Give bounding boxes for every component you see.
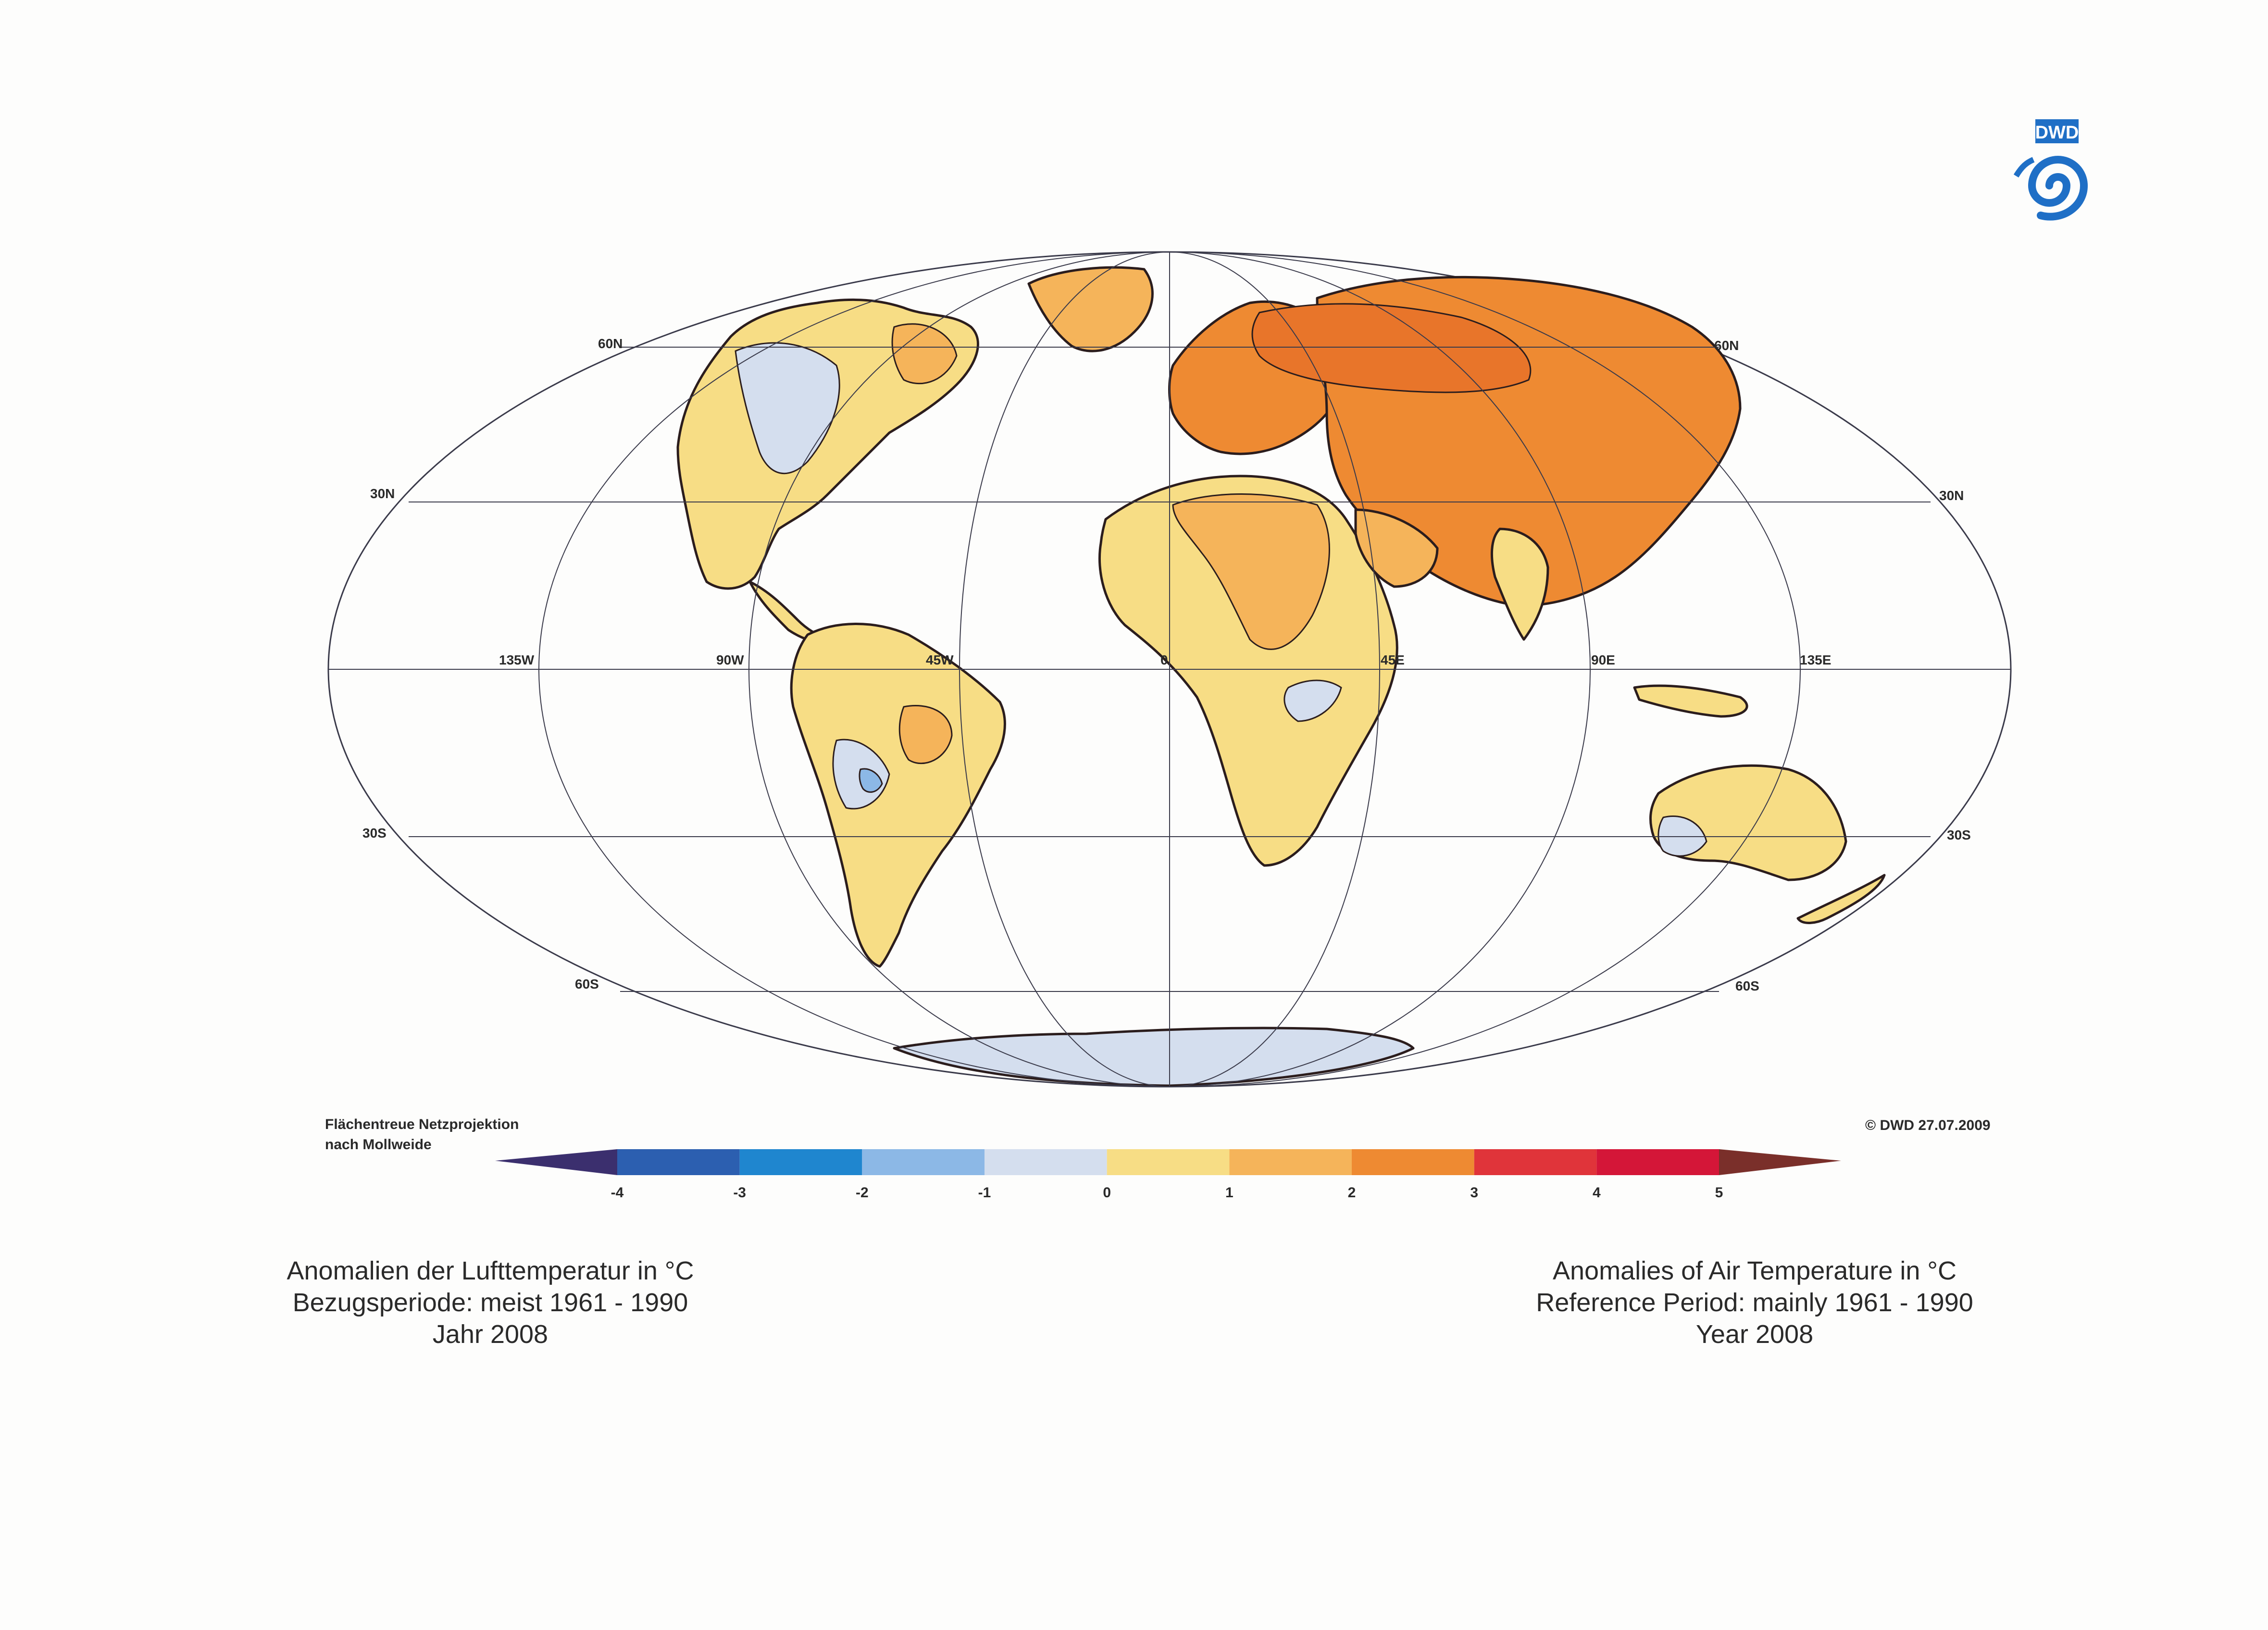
- lat-label-30s-right: 30S: [1947, 828, 1971, 842]
- lon-label-45w: 45W: [926, 652, 954, 667]
- projection-note-line1: Flächentreue Netzprojektion: [325, 1116, 519, 1132]
- copyright-notice: © DWD 27.07.2009: [1865, 1117, 1991, 1133]
- dwd-logo-wave-icon: [2013, 157, 2035, 178]
- meridian-135: [538, 251, 1801, 1087]
- anomaly-overlays: [735, 303, 1707, 857]
- legend-tick-label: 4: [1593, 1185, 1601, 1201]
- lat-label-30n-left: 30N: [370, 486, 395, 501]
- caption-english-title: Anomalies of Air Temperature in °C: [1553, 1256, 1956, 1285]
- warm-region-sahara: [1172, 493, 1330, 650]
- warm-region-north-america-east: [891, 323, 958, 385]
- legend-bin: [1107, 1149, 1230, 1175]
- land-south-america: [790, 623, 1006, 968]
- legend-bin: [1229, 1149, 1352, 1175]
- land-new-zealand: [1796, 874, 1886, 924]
- legend-bin: [1352, 1149, 1474, 1175]
- projection-note: Flächentreue Netzprojektion nach Mollwei…: [325, 1115, 519, 1155]
- color-legend: -4 -3 -2 -1 0 1 2 3 4 5: [495, 1149, 1841, 1201]
- lat-label-60n-left: 60N: [598, 336, 623, 351]
- legend-low-extension: [495, 1149, 617, 1175]
- cool-region-east-africa: [1284, 679, 1342, 722]
- caption-german: Anomalien der Lufttemperatur in °C Bezug…: [212, 1255, 769, 1350]
- legend-tick-label: 2: [1348, 1185, 1356, 1201]
- warm-region-brazil: [898, 705, 953, 765]
- legend-tick-label: 5: [1715, 1185, 1723, 1201]
- longitude-labels: 135W 90W 45W 0 45E 90E 135E: [499, 652, 1831, 667]
- dwd-logo-swirl-icon: [2028, 156, 2088, 221]
- graticule: [328, 251, 2011, 1087]
- caption-german-year: Jahr 2008: [432, 1320, 548, 1349]
- dwd-logo: DWD: [2013, 119, 2088, 221]
- caption-english-period: Reference Period: mainly 1961 - 1990: [1536, 1288, 1973, 1317]
- legend-bin: [984, 1149, 1107, 1175]
- caption-german-period: Bezugsperiode: meist 1961 - 1990: [292, 1288, 688, 1317]
- legend-bin: [739, 1149, 862, 1175]
- legend-tick-label: 1: [1225, 1185, 1234, 1201]
- lat-label-30s-left: 30S: [362, 826, 386, 840]
- lat-label-60s-right: 60S: [1735, 978, 1759, 993]
- cold-spot-south-america: [859, 768, 883, 793]
- cool-region-australia-west: [1657, 815, 1707, 857]
- lon-label-0: 0: [1160, 652, 1168, 667]
- legend-bin: [862, 1149, 984, 1175]
- legend-bin: [617, 1149, 740, 1175]
- projection-note-line2: nach Mollweide: [325, 1137, 432, 1153]
- lon-label-45e: 45E: [1381, 652, 1405, 667]
- hot-region-siberia: [1251, 303, 1532, 393]
- land-greenland: [1027, 266, 1154, 352]
- lat-label-60s-left: 60S: [575, 977, 599, 991]
- legend-bin: [1474, 1149, 1597, 1175]
- lat-label-60n-right: 60N: [1714, 338, 1739, 353]
- dwd-logo-text: DWD: [2035, 123, 2079, 143]
- legend-tick-label: 3: [1470, 1185, 1478, 1201]
- lon-label-135w: 135W: [499, 652, 535, 667]
- legend-tick-label: -2: [856, 1185, 869, 1201]
- legend-tick-label: -3: [733, 1185, 746, 1201]
- lon-label-90e: 90E: [1591, 652, 1615, 667]
- caption-english-year: Year 2008: [1695, 1320, 1814, 1349]
- legend-tick-label: 0: [1103, 1185, 1111, 1201]
- latitude-labels: 60N 30N 30S 60S 60N 30N 30S 60S: [362, 336, 1971, 993]
- land-arabia: [1354, 508, 1439, 588]
- caption-english: Anomalies of Air Temperature in °C Refer…: [1476, 1255, 2033, 1350]
- dwd-logo-text-box: [2035, 119, 2079, 143]
- legend-high-extension: [1719, 1149, 1841, 1175]
- legend-bin: [1596, 1149, 1719, 1175]
- lat-label-30n-right: 30N: [1939, 488, 1964, 503]
- land-indonesia: [1633, 684, 1748, 718]
- legend-tick-label: -4: [611, 1185, 624, 1201]
- land-india: [1491, 527, 1549, 641]
- lon-label-90w: 90W: [716, 652, 744, 667]
- legend-tick-label: -1: [978, 1185, 991, 1201]
- lon-label-135e: 135E: [1800, 652, 1831, 667]
- caption-german-title: Anomalien der Lufttemperatur in °C: [287, 1256, 694, 1285]
